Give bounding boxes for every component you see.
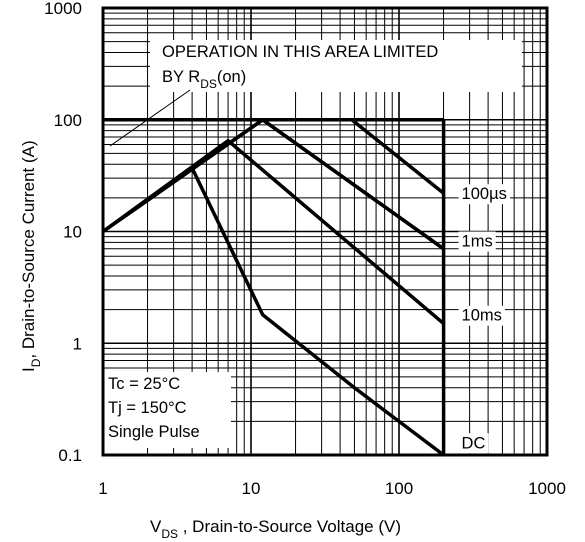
condition-pulse: Single Pulse — [108, 423, 200, 441]
y-tick-label: 1000 — [44, 0, 82, 18]
curve-label-dc: DC — [462, 434, 486, 452]
series-line-dc — [101, 166, 445, 457]
curve-label-background — [458, 184, 510, 205]
y-tick-label: 0.1 — [58, 446, 82, 465]
conditions-box: Tc = 25°C Tj = 150°C Single Pulse — [104, 372, 231, 448]
x-tick-label: 1 — [98, 479, 107, 498]
curve-label-background — [458, 305, 505, 326]
curve-labels: 100µs 1ms 10ms DC — [458, 184, 510, 454]
y-tick-label: 1 — [73, 334, 82, 353]
y-tick-label: 100 — [54, 111, 82, 130]
curve-label-background — [458, 433, 489, 454]
limit-line — [350, 118, 445, 195]
chart-lines — [101, 118, 446, 457]
x-tick-label: 10 — [242, 479, 261, 498]
annotation-leader-line — [109, 89, 191, 147]
annotation-background — [150, 40, 522, 92]
y-tick-label: 10 — [63, 223, 82, 242]
curve-label-10ms: 10ms — [462, 307, 502, 325]
condition-tj: Tj = 150°C — [108, 399, 187, 417]
curve-label-1ms: 1ms — [462, 233, 493, 251]
x-tick-label: 100 — [385, 479, 413, 498]
x-axis-label: VDS , Drain-to-Source Voltage (V) — [150, 517, 401, 541]
curve-label-background — [458, 231, 496, 252]
plot-frame — [101, 6, 549, 457]
conditions-background — [104, 372, 231, 448]
x-tick-label: 1000 — [528, 479, 566, 498]
tick-labels: 1 10 100 1000 0.1 1 10 100 1000 — [44, 0, 566, 498]
rdson-annotation: OPERATION IN THIS AREA LIMITED BY RDS(on… — [109, 40, 522, 147]
condition-tc: Tc = 25°C — [108, 375, 180, 393]
limit-text-line1: OPERATION IN THIS AREA LIMITED — [162, 43, 438, 61]
limit-text-line2: BY RDS(on) — [162, 68, 246, 91]
y-axis-label: ID, Drain-to-Source Current (A) — [19, 140, 43, 372]
curve-label-100s: 100µs — [462, 185, 507, 203]
